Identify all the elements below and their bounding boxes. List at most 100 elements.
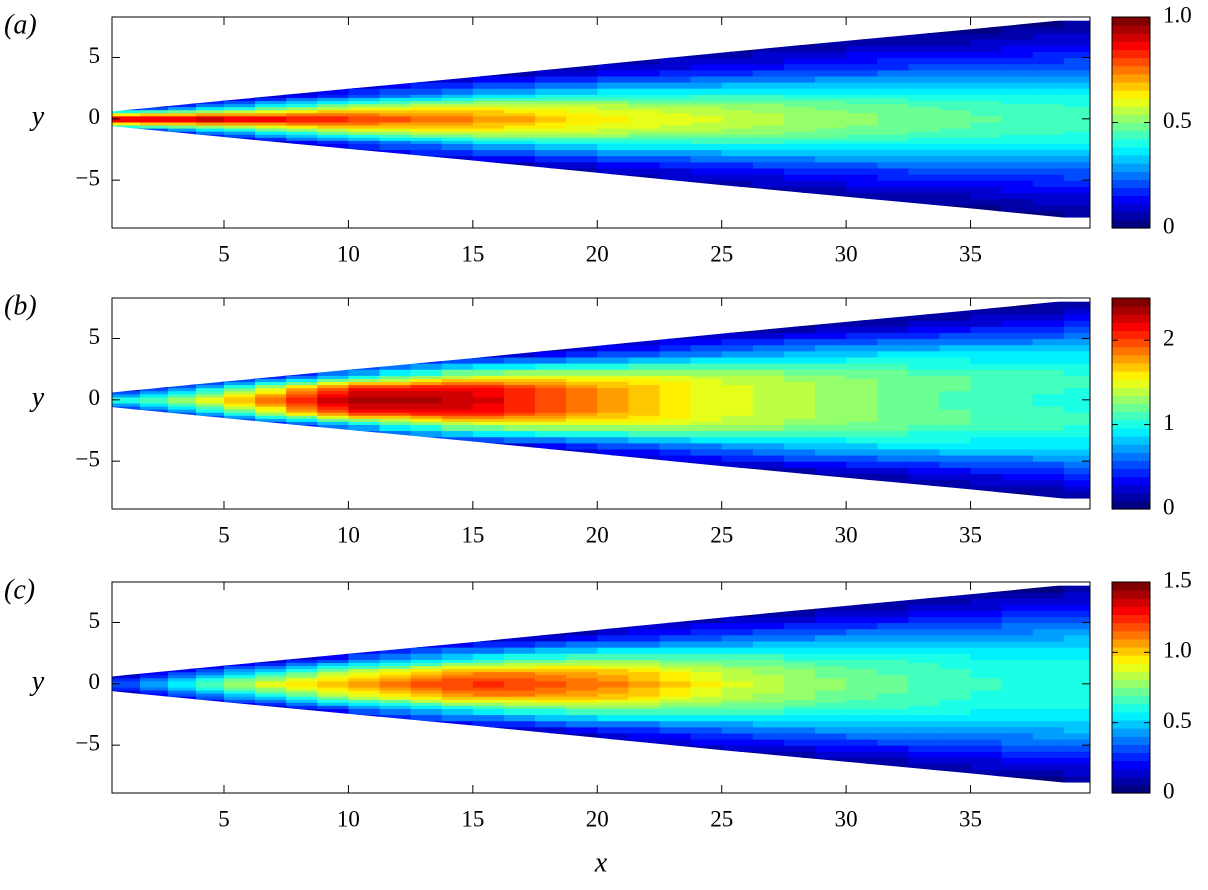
field-cell	[721, 461, 754, 468]
field-cell	[410, 167, 443, 175]
field-cell	[503, 662, 536, 667]
field-cell	[1063, 421, 1090, 425]
field-cell	[503, 485, 536, 493]
field-cell	[379, 75, 412, 83]
field-cell	[472, 63, 505, 71]
field-cell	[379, 634, 412, 642]
field-cell	[503, 384, 536, 389]
field-cell	[503, 69, 536, 77]
field-cell	[939, 128, 972, 132]
field-cell	[815, 384, 847, 389]
field-cell	[815, 640, 847, 648]
field-cell	[908, 705, 941, 709]
field-cell	[112, 88, 141, 95]
field-cell	[1063, 683, 1090, 688]
field-cell	[877, 143, 909, 151]
field-cell	[1063, 369, 1090, 376]
field-cell	[628, 455, 661, 462]
field-cell	[690, 149, 723, 157]
field-cell	[846, 467, 878, 475]
field-cell	[659, 396, 692, 401]
x-tick-label: 5	[218, 806, 230, 831]
field-cell	[970, 140, 1003, 144]
field-cell	[597, 26, 629, 34]
field-cell	[286, 356, 318, 364]
field-cell	[255, 134, 287, 138]
field-cell	[167, 26, 197, 34]
colorbar-band	[1112, 582, 1150, 591]
field-cell	[566, 769, 598, 777]
field-cell	[195, 455, 225, 462]
field-cell	[286, 757, 318, 765]
field-cell	[752, 198, 785, 206]
field-cell	[783, 402, 816, 407]
field-cell	[223, 344, 256, 352]
field-cell	[223, 106, 256, 111]
field-cell	[970, 659, 1003, 663]
field-cell	[752, 616, 785, 624]
field-cell	[535, 109, 567, 114]
field-cell	[908, 143, 941, 151]
field-cell	[195, 103, 225, 108]
field-cell	[195, 597, 225, 605]
field-cell	[783, 344, 816, 352]
field-cell	[286, 726, 318, 734]
field-cell	[1001, 396, 1034, 401]
field-cell	[139, 390, 169, 395]
field-cell	[846, 705, 878, 709]
field-cell	[690, 63, 723, 71]
field-cell	[112, 350, 141, 358]
field-cell	[628, 659, 661, 663]
field-cell	[167, 699, 197, 703]
y-axis-label: y	[29, 101, 45, 132]
field-cell	[970, 143, 1003, 151]
field-cell	[877, 726, 909, 734]
field-cell	[1063, 344, 1090, 352]
field-cell	[690, 591, 723, 599]
field-cell	[255, 696, 287, 700]
field-cell	[721, 662, 754, 667]
field-cell	[783, 69, 816, 77]
field-cell	[1001, 106, 1034, 111]
field-cell	[783, 313, 816, 321]
field-cell	[112, 387, 141, 392]
field-cell	[255, 591, 287, 599]
field-cell	[815, 402, 847, 407]
field-cell	[597, 128, 629, 132]
field-cell	[223, 180, 256, 187]
field-cell	[970, 384, 1003, 389]
field-cell	[379, 393, 412, 398]
field-cell	[877, 26, 909, 34]
field-cell	[939, 405, 972, 410]
field-cell	[1032, 647, 1065, 654]
field-cell	[379, 467, 412, 475]
field-cell	[597, 683, 629, 688]
field-cell	[286, 653, 318, 660]
field-cell	[815, 332, 847, 340]
field-cell	[348, 415, 381, 419]
field-cell	[1063, 680, 1090, 685]
field-cell	[566, 616, 598, 624]
field-cell	[503, 693, 536, 697]
field-cell	[441, 640, 474, 648]
field-cell	[139, 680, 169, 685]
field-cell	[139, 45, 169, 52]
field-cell	[410, 307, 443, 315]
field-cell	[112, 375, 141, 379]
field-cell	[939, 467, 972, 475]
field-cell	[908, 350, 941, 358]
field-cell	[783, 94, 816, 98]
field-cell	[441, 363, 474, 370]
field-cell	[597, 430, 629, 438]
field-cell	[1063, 412, 1090, 416]
field-cell	[1032, 405, 1065, 410]
field-cell	[566, 430, 598, 438]
field-cell	[628, 198, 661, 206]
field-cell	[783, 702, 816, 706]
field-cell	[1063, 143, 1090, 151]
field-cell	[721, 149, 754, 157]
field-cell	[659, 155, 692, 163]
field-cell	[1063, 167, 1090, 175]
field-cell	[628, 699, 661, 703]
field-cell	[472, 106, 505, 111]
